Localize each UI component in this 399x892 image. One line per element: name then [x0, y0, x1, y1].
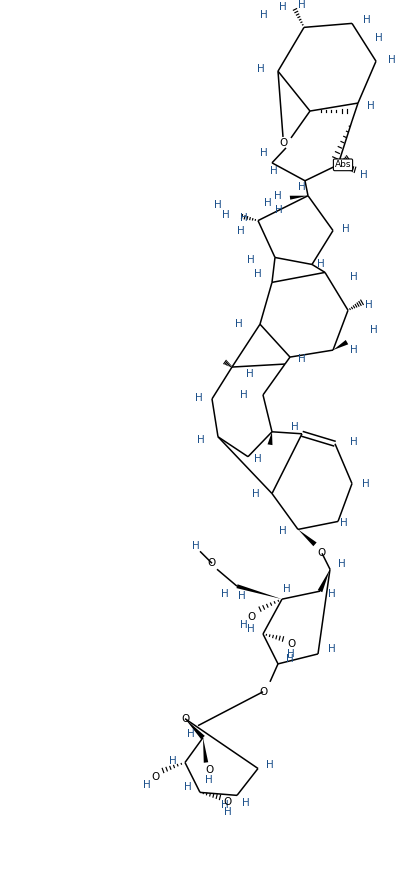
Text: H: H: [240, 212, 248, 223]
Text: H: H: [328, 589, 336, 599]
Text: Abs: Abs: [335, 161, 351, 169]
Text: H: H: [240, 390, 248, 400]
Polygon shape: [290, 195, 308, 200]
Text: H: H: [317, 260, 325, 269]
Text: H: H: [222, 210, 230, 219]
Text: H: H: [328, 644, 336, 654]
Text: H: H: [246, 369, 254, 379]
Text: H: H: [192, 541, 200, 551]
Text: H: H: [365, 301, 373, 310]
Text: H: H: [360, 169, 368, 180]
Text: H: H: [221, 800, 229, 810]
Text: H: H: [274, 191, 282, 201]
Text: H: H: [242, 798, 250, 808]
Text: H: H: [279, 3, 287, 12]
Text: H: H: [247, 624, 255, 634]
Text: H: H: [187, 729, 195, 739]
Text: H: H: [254, 454, 262, 464]
Text: H: H: [205, 775, 213, 786]
Text: H: H: [240, 620, 248, 630]
Text: H: H: [388, 55, 396, 65]
Text: H: H: [224, 807, 232, 817]
Text: H: H: [260, 148, 268, 158]
Text: H: H: [286, 654, 294, 664]
Text: H: H: [363, 15, 371, 25]
Text: O: O: [224, 797, 232, 807]
Text: H: H: [291, 422, 299, 432]
Text: H: H: [350, 437, 358, 447]
Text: H: H: [279, 526, 287, 536]
Text: H: H: [370, 326, 378, 335]
Text: H: H: [257, 64, 265, 74]
Text: H: H: [350, 345, 358, 355]
Text: O: O: [279, 138, 287, 148]
Polygon shape: [318, 569, 330, 592]
Text: H: H: [195, 392, 203, 403]
Text: H: H: [362, 479, 370, 489]
Text: H: H: [252, 489, 260, 499]
Text: H: H: [221, 589, 229, 599]
Text: H: H: [283, 584, 291, 594]
Polygon shape: [185, 719, 205, 739]
Text: H: H: [342, 224, 350, 234]
Text: H: H: [238, 591, 246, 601]
Text: H: H: [197, 434, 205, 445]
Text: H: H: [375, 33, 383, 44]
Text: H: H: [275, 204, 283, 215]
Text: H: H: [340, 518, 348, 528]
Text: O: O: [151, 772, 159, 782]
Text: O: O: [208, 558, 216, 568]
Text: O: O: [181, 714, 189, 723]
Text: H: H: [214, 200, 222, 210]
Text: H: H: [298, 1, 306, 11]
Text: H: H: [260, 11, 268, 21]
Text: H: H: [287, 648, 295, 659]
Text: H: H: [266, 761, 274, 771]
Text: H: H: [270, 166, 278, 176]
Text: H: H: [237, 226, 245, 235]
Text: O: O: [248, 612, 256, 622]
Text: O: O: [318, 549, 326, 558]
Text: H: H: [350, 272, 358, 283]
Polygon shape: [267, 432, 273, 445]
Polygon shape: [203, 738, 208, 763]
Text: H: H: [298, 182, 306, 192]
Text: O: O: [259, 687, 267, 697]
Text: H: H: [338, 559, 346, 569]
Text: H: H: [367, 101, 375, 112]
Text: H: H: [298, 354, 306, 364]
Text: H: H: [169, 756, 177, 765]
Polygon shape: [298, 530, 317, 546]
Polygon shape: [237, 584, 282, 599]
Text: O: O: [287, 639, 295, 649]
Text: H: H: [143, 780, 151, 790]
Polygon shape: [333, 340, 348, 351]
Text: H: H: [247, 255, 255, 266]
Text: H: H: [184, 782, 192, 792]
Text: H: H: [264, 198, 272, 208]
Text: O: O: [205, 765, 213, 775]
Text: H: H: [235, 319, 243, 329]
Text: H: H: [254, 269, 262, 279]
